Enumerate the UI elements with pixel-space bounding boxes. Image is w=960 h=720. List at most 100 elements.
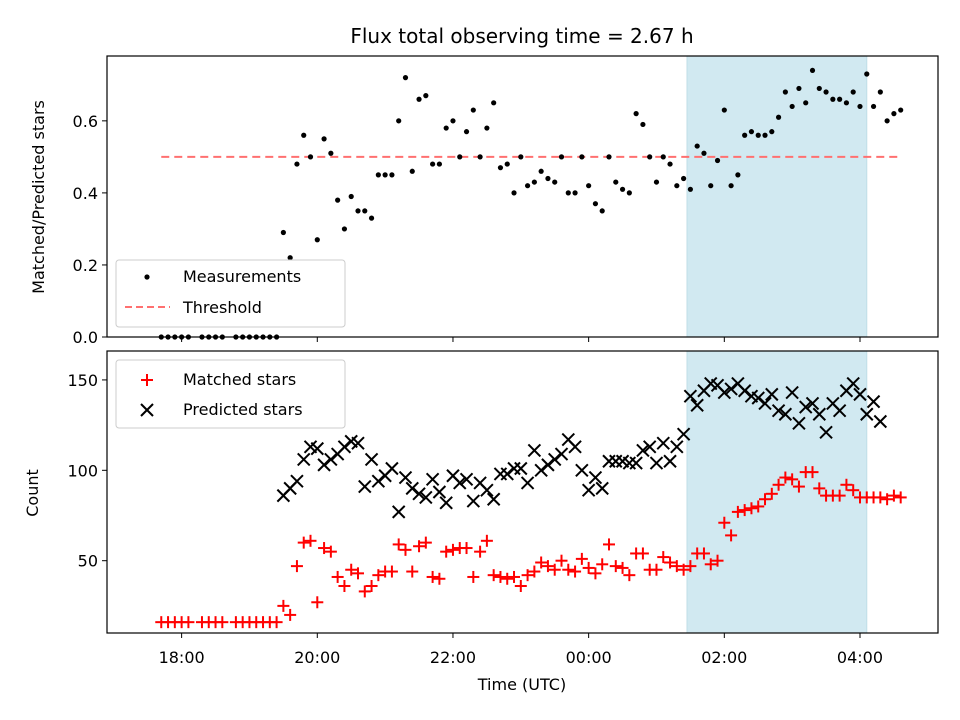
top-ytick-label: 0.2	[73, 256, 98, 275]
measurement-point	[518, 154, 524, 160]
predicted-stars-point	[398, 470, 413, 485]
measurement-point	[606, 154, 612, 160]
predicted-stars-point	[351, 436, 365, 450]
matched-stars-point	[331, 570, 344, 583]
measurement-point	[864, 71, 870, 77]
bottom-y-ticks: 50 100 150	[67, 371, 107, 571]
matched-stars-point	[616, 561, 629, 574]
measurement-point	[613, 179, 619, 185]
matched-stars-point	[351, 567, 364, 580]
matched-stars-point	[813, 482, 826, 495]
predicted-stars-point	[432, 485, 447, 499]
measurement-point	[558, 154, 565, 160]
measurement-point	[775, 114, 782, 120]
predicted-stars-point	[853, 387, 867, 402]
measurement-point	[708, 183, 714, 189]
predicted-stars-point	[358, 479, 372, 494]
measurement-point	[782, 89, 788, 95]
matched-stars-point	[657, 551, 670, 564]
measurement-point	[701, 150, 707, 156]
measurement-point	[335, 197, 341, 203]
matched-stars-point	[684, 560, 697, 573]
top-y-ticks: 0.0 0.2 0.4 0.6	[73, 112, 107, 347]
measurement-point	[511, 190, 517, 196]
predicted-stars-point	[602, 454, 616, 468]
measurement-point	[470, 107, 476, 113]
measurement-point	[314, 237, 320, 243]
bottom-xtick-label: 18:00	[159, 648, 205, 667]
measurement-point	[843, 100, 850, 106]
predicted-stars-point	[290, 474, 304, 488]
measurement-point	[823, 89, 829, 95]
measurement-point	[301, 132, 307, 138]
matched-stars-point	[589, 567, 602, 580]
x-axis-label: Time (UTC)	[477, 675, 566, 694]
matched-stars-point	[562, 563, 575, 576]
matched-stars-point	[792, 480, 805, 493]
measurement-point	[368, 215, 375, 221]
matched-stars-point	[372, 569, 385, 582]
predicted-stars-point	[425, 472, 440, 487]
bottom-frame	[106, 350, 939, 634]
legend-matched-label: Matched stars	[183, 370, 296, 389]
measurement-point	[619, 186, 626, 192]
matched-stars-point	[277, 599, 290, 612]
measurement-point	[538, 168, 544, 174]
predicted-stars-point	[554, 447, 569, 461]
matched-stars-point	[182, 616, 195, 629]
legend-threshold-label: Threshold	[182, 298, 262, 317]
measurement-point	[565, 190, 571, 196]
predicted-stars-point	[486, 492, 501, 506]
matched-stars-point	[297, 536, 310, 549]
matched-stars-point	[487, 569, 500, 582]
matched-stars-point	[765, 487, 778, 500]
predicted-stars-point	[656, 436, 670, 450]
bottom-xtick-label: 02:00	[701, 648, 747, 667]
measurement-point	[735, 172, 741, 178]
predicted-stars-point	[690, 398, 704, 412]
predicted-stars-point	[466, 494, 481, 508]
predicted-stars-point	[588, 470, 603, 485]
matched-stars-point	[535, 556, 548, 569]
measurement-point	[674, 183, 680, 189]
top-panel: 0.0 0.2 0.4 0.6 Matched/Predicted stars Mea…	[29, 55, 939, 347]
predicted-stars-point	[765, 387, 779, 402]
matched-stars-point	[385, 565, 398, 578]
predicted-stars-point	[595, 481, 609, 496]
measurement-point	[857, 103, 863, 110]
measurement-point	[572, 190, 578, 196]
measurement-point	[837, 96, 843, 102]
measurement-point	[457, 154, 463, 160]
predicted-stars-point	[846, 376, 860, 391]
matched-stars-point	[270, 616, 283, 629]
measurement-point	[870, 103, 877, 110]
matched-stars-point	[521, 569, 534, 582]
predicted-stars-point	[649, 456, 664, 470]
measurement-point	[586, 183, 592, 189]
bottom-xtick-label: 22:00	[430, 648, 476, 667]
matched-stars-point	[413, 540, 426, 553]
measurement-point	[307, 154, 314, 160]
measurement-point	[809, 67, 816, 74]
matched-stars-point	[392, 538, 405, 551]
matched-stars-point	[446, 543, 459, 556]
matched-stars-point	[311, 596, 324, 609]
measurement-point	[287, 255, 293, 261]
measurement-point	[341, 226, 348, 232]
matched-stars-point	[881, 493, 894, 506]
legend-measurements-marker	[144, 274, 150, 280]
matched-stars-point	[440, 545, 453, 558]
measurement-point	[769, 129, 775, 135]
measurement-point	[328, 150, 334, 156]
matched-stars-point	[548, 563, 561, 576]
matched-stars-point	[399, 543, 412, 556]
matched-stars-point	[365, 580, 378, 592]
measurement-point	[545, 175, 551, 182]
predicted-stars-point	[676, 427, 691, 441]
predicted-stars-point	[812, 407, 826, 421]
bottom-y-axis-label: Count	[23, 469, 42, 517]
predicted-stars-point	[636, 443, 650, 458]
matched-stars-point	[725, 529, 738, 542]
